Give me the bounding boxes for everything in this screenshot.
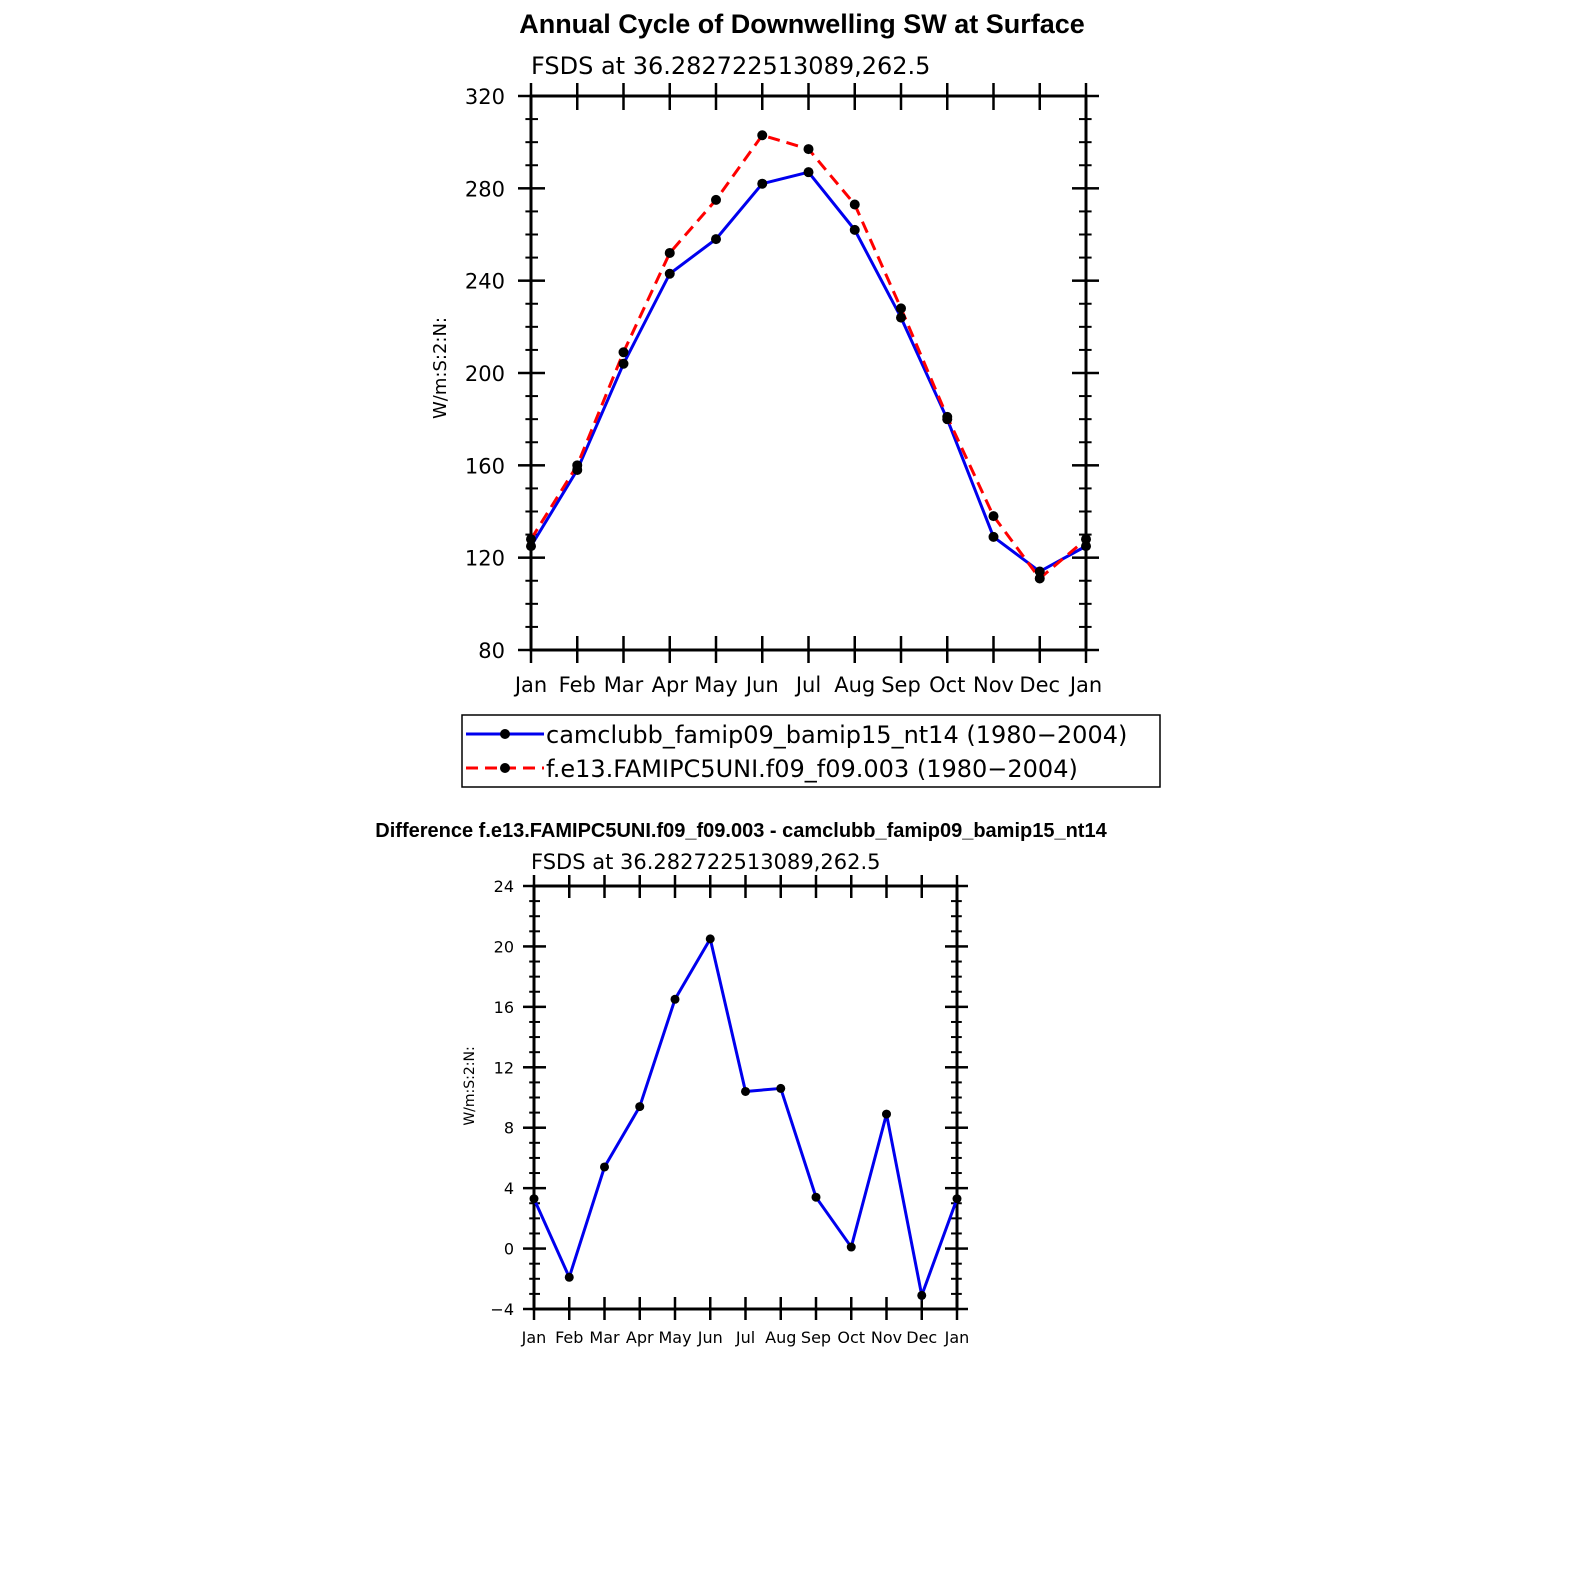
chart-2-subtitle: FSDS at 36.282722513089,262.5 bbox=[531, 850, 881, 874]
series-1-point bbox=[670, 994, 680, 1004]
series-1-point bbox=[849, 224, 860, 235]
series-1-point bbox=[1081, 541, 1091, 552]
series-1-point bbox=[600, 1162, 609, 1172]
series-1-point bbox=[803, 167, 814, 178]
series-2-point bbox=[711, 194, 721, 205]
series-1-point bbox=[846, 1242, 856, 1252]
series-1-point bbox=[526, 541, 536, 552]
series-1-point bbox=[741, 1086, 750, 1096]
y-tick-label: −4 bbox=[490, 1300, 514, 1319]
plot-frame bbox=[529, 94, 1088, 652]
series-1-point bbox=[618, 358, 629, 369]
x-tick-label: Jan bbox=[944, 1328, 970, 1347]
x-tick-label: Mar bbox=[589, 1328, 620, 1347]
y-tick-label: 24 bbox=[494, 877, 514, 896]
series-2-point bbox=[664, 247, 675, 258]
series-1-line bbox=[529, 170, 1087, 574]
y-tick-label: 16 bbox=[494, 998, 514, 1017]
x-tick-label: Jun bbox=[744, 673, 779, 697]
series-2-point bbox=[803, 144, 814, 155]
y-tick-label: 4 bbox=[504, 1179, 514, 1198]
x-tick-label: Jan bbox=[521, 1328, 547, 1347]
y-tick-label: 240 bbox=[465, 270, 505, 294]
series-2-point bbox=[757, 130, 768, 141]
legend-marker-2 bbox=[500, 763, 510, 773]
series-1-point bbox=[988, 531, 999, 542]
series-1-point bbox=[564, 1272, 574, 1282]
legend-label-2: f.e13.FAMIPC5UNI.f09_f09.003 (1980−2004) bbox=[546, 755, 1078, 783]
x-tick-label: Aug bbox=[834, 673, 875, 697]
chart-2-y-axis-label: W/m:S:2:N: bbox=[462, 1046, 478, 1125]
series-1-point bbox=[917, 1290, 927, 1300]
y-tick-label: 160 bbox=[465, 454, 505, 478]
x-tick-label: May bbox=[694, 673, 737, 697]
series-1-point bbox=[776, 1083, 786, 1093]
series-1-point bbox=[529, 1194, 539, 1204]
series-2-point bbox=[988, 511, 999, 522]
chart-1-title: Annual Cycle of Downwelling SW at Surfac… bbox=[519, 9, 1085, 39]
x-tick-label: Apr bbox=[652, 673, 689, 697]
series-1-point bbox=[882, 1109, 891, 1119]
series-2-point bbox=[526, 534, 536, 545]
chart-2-plot: Jan Feb Mar Apr May Jun Jul Aug Sep Oct Nov Dec Jan−… bbox=[490, 875, 969, 1347]
x-tick-label: Aug bbox=[765, 1328, 796, 1347]
legend-box bbox=[461, 714, 1161, 788]
plot-frame bbox=[532, 884, 959, 1311]
y-tick-label: 80 bbox=[478, 639, 505, 663]
y-tick-label: 0 bbox=[504, 1240, 514, 1259]
series-2-line bbox=[529, 133, 1087, 581]
series-2-point bbox=[1034, 573, 1045, 584]
series-1-line bbox=[532, 934, 959, 1301]
series-1-point bbox=[711, 234, 721, 245]
y-tick-label: 20 bbox=[494, 937, 514, 956]
series-1-point bbox=[811, 1192, 821, 1202]
x-tick-label: Jul bbox=[794, 673, 821, 697]
series-1-point bbox=[757, 178, 768, 189]
y-tick-label: 280 bbox=[465, 177, 505, 201]
series-2-point bbox=[942, 411, 953, 422]
x-tick-label: Jul bbox=[735, 1328, 755, 1347]
chart-1-subtitle: FSDS at 36.282722513089,262.5 bbox=[531, 52, 930, 80]
y-tick-label: 8 bbox=[504, 1119, 514, 1138]
x-tick-label: Dec bbox=[1019, 673, 1060, 697]
x-tick-label: Apr bbox=[626, 1328, 654, 1347]
series-2-point bbox=[618, 347, 629, 358]
x-tick-label: Oct bbox=[929, 673, 965, 697]
series-1-point bbox=[635, 1102, 645, 1112]
y-tick-label: 12 bbox=[494, 1058, 514, 1077]
y-tick-label: 320 bbox=[465, 85, 505, 109]
series-1-point bbox=[705, 934, 715, 944]
series-2-point bbox=[572, 460, 583, 471]
chart-1-legend: camclubb_famip09_bamip15_nt14 (1980−2004… bbox=[461, 714, 1161, 788]
series-2-point bbox=[849, 199, 860, 210]
y-tick-label: 200 bbox=[465, 362, 505, 386]
series-2-point bbox=[896, 303, 906, 314]
x-tick-label: Nov bbox=[973, 673, 1014, 697]
x-tick-label: Feb bbox=[555, 1328, 583, 1347]
x-tick-label: Jan bbox=[1068, 673, 1102, 697]
series-1-point bbox=[664, 268, 675, 279]
legend-label-1: camclubb_famip09_bamip15_nt14 (1980−2004… bbox=[546, 721, 1127, 749]
x-tick-label: Jun bbox=[697, 1328, 723, 1347]
legend-marker-1 bbox=[500, 729, 510, 739]
x-tick-label: Sep bbox=[801, 1328, 831, 1347]
chart-1-plot: Jan Feb Mar Apr May Jun Jul Aug Sep Oct Nov Dec Jan 8… bbox=[465, 83, 1102, 697]
x-tick-label: Jan bbox=[513, 673, 547, 697]
x-tick-label: Nov bbox=[871, 1328, 902, 1347]
chart-2-title: Difference f.e13.FAMIPC5UNI.f09_f09.003 … bbox=[375, 820, 1107, 842]
y-tick-label: 120 bbox=[465, 547, 505, 571]
x-tick-label: May bbox=[658, 1328, 691, 1347]
x-tick-label: Dec bbox=[906, 1328, 937, 1347]
series-1-point bbox=[896, 312, 906, 323]
series-1-point bbox=[1034, 566, 1045, 577]
x-tick-label: Mar bbox=[604, 673, 644, 697]
series-1-point bbox=[952, 1194, 962, 1204]
series-2-point bbox=[1081, 534, 1091, 545]
chart-1-y-axis-label: W/m:S:2:N: bbox=[430, 317, 451, 419]
x-tick-label: Oct bbox=[837, 1328, 865, 1347]
x-tick-label: Feb bbox=[559, 673, 596, 697]
x-tick-label: Sep bbox=[881, 673, 921, 697]
